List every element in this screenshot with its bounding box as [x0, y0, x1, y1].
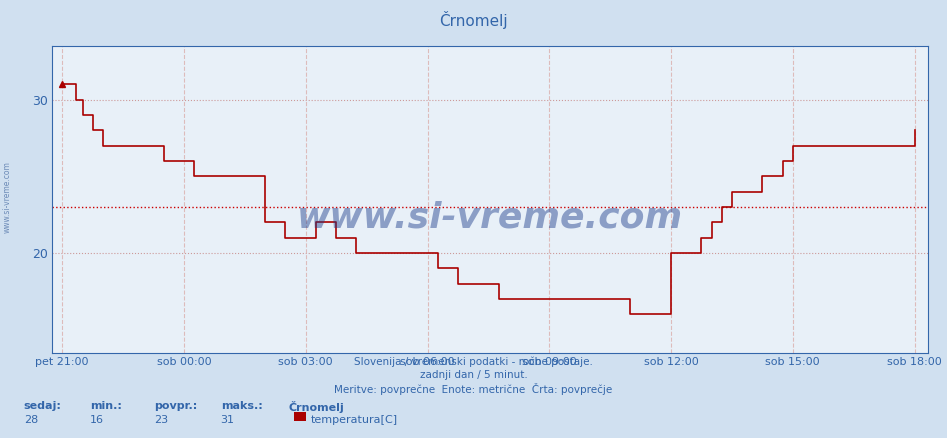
- Text: Črnomelj: Črnomelj: [439, 11, 508, 29]
- Text: Meritve: povprečne  Enote: metrične  Črta: povprečje: Meritve: povprečne Enote: metrične Črta:…: [334, 383, 613, 395]
- Text: min.:: min.:: [90, 401, 122, 411]
- Text: sedaj:: sedaj:: [24, 401, 62, 411]
- Text: Slovenija / vremenski podatki - ročne postaje.: Slovenija / vremenski podatki - ročne po…: [354, 357, 593, 367]
- Text: zadnji dan / 5 minut.: zadnji dan / 5 minut.: [420, 370, 527, 380]
- Text: 31: 31: [221, 415, 235, 425]
- Text: povpr.:: povpr.:: [154, 401, 198, 411]
- Text: www.si-vreme.com: www.si-vreme.com: [297, 201, 683, 235]
- Text: maks.:: maks.:: [221, 401, 262, 411]
- Text: 28: 28: [24, 415, 38, 425]
- Text: www.si-vreme.com: www.si-vreme.com: [3, 161, 12, 233]
- Text: Črnomelj: Črnomelj: [289, 401, 345, 413]
- Text: 23: 23: [154, 415, 169, 425]
- Text: 16: 16: [90, 415, 104, 425]
- Text: temperatura[C]: temperatura[C]: [311, 415, 398, 425]
